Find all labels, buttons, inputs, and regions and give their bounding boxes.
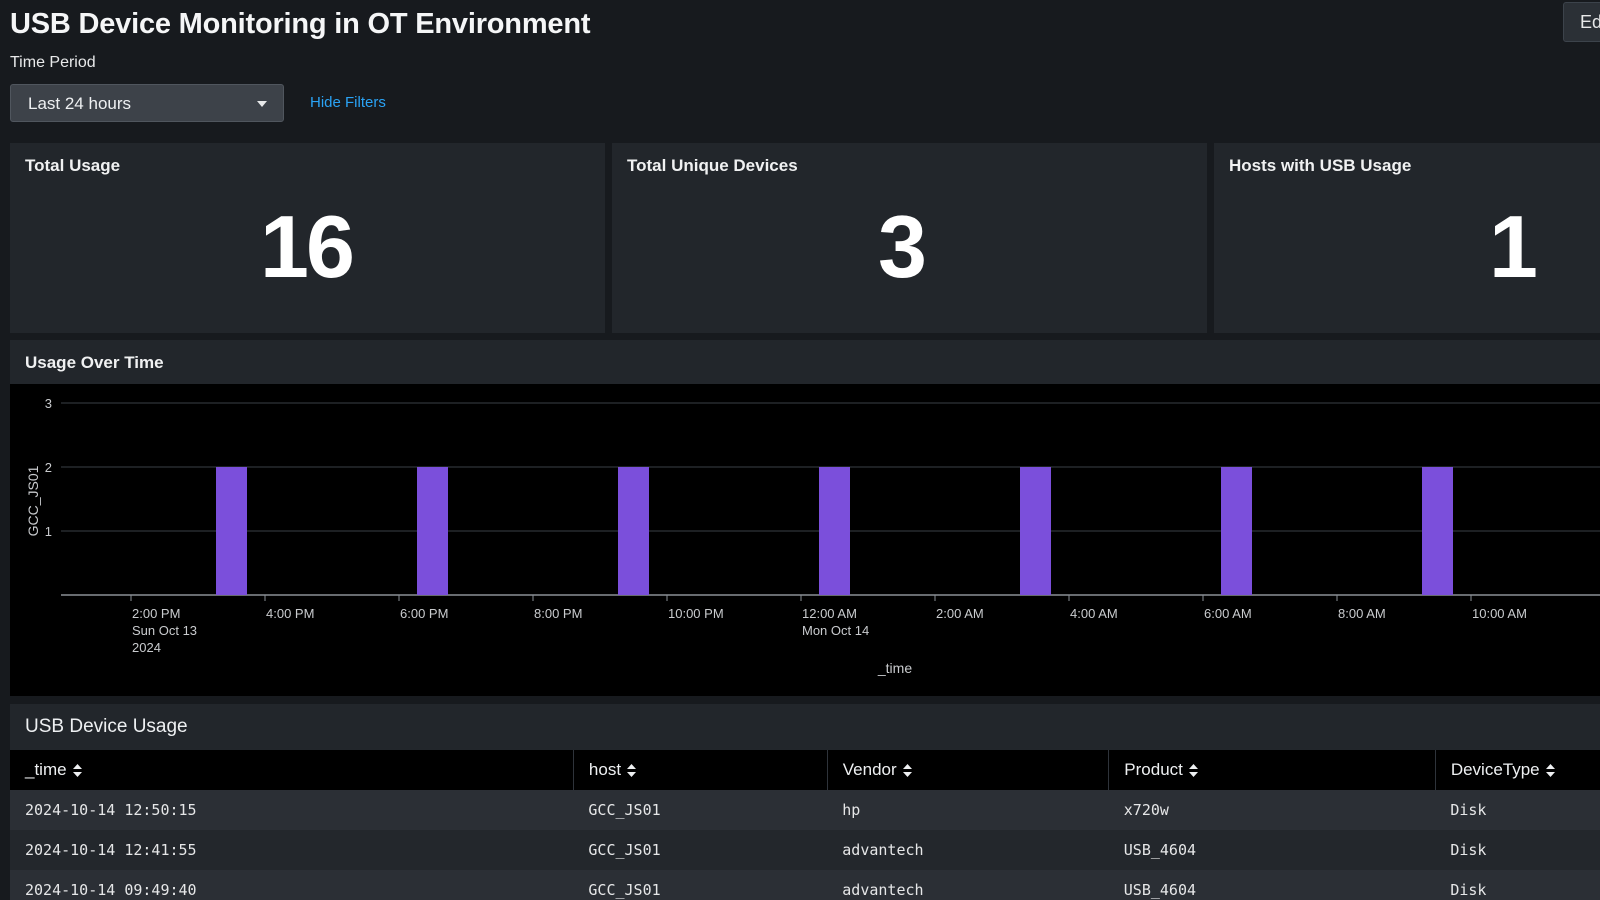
x-tick-label-line: 2:00 PM xyxy=(132,606,180,621)
table-row[interactable]: 2024-10-14 09:49:40 GCC_JS01 advantech U… xyxy=(10,870,1600,900)
caret-down-icon xyxy=(257,101,267,107)
x-tick-label: 6:00 PM xyxy=(400,606,448,621)
table-row[interactable]: 2024-10-14 12:50:15 GCC_JS01 hp x720w Di… xyxy=(10,790,1600,830)
column-header-product[interactable]: Product xyxy=(1108,750,1436,790)
column-header-host[interactable]: host xyxy=(573,750,828,790)
bar xyxy=(1221,467,1252,595)
x-tick-label: 2:00 PM Sun Oct 13 2024 xyxy=(132,606,197,655)
table-title: USB Device Usage xyxy=(25,716,188,737)
cell-time: 2024-10-14 12:50:15 xyxy=(10,790,574,830)
usb-device-usage-panel: USB Device Usage _time host Vendor Produ… xyxy=(10,704,1600,900)
column-label: DeviceType xyxy=(1450,760,1540,779)
edit-button[interactable]: Ed xyxy=(1563,2,1600,42)
column-label: _time xyxy=(25,760,67,779)
cell-host: GCC_JS01 xyxy=(573,790,828,830)
x-tick-label-line: 8:00 PM xyxy=(534,606,582,621)
sort-icon xyxy=(1188,764,1198,778)
bar xyxy=(1020,467,1051,595)
x-tick-label-line: 10:00 AM xyxy=(1472,606,1527,621)
x-tick-label-line: 4:00 PM xyxy=(266,606,314,621)
table-row[interactable]: 2024-10-14 12:41:55 GCC_JS01 advantech U… xyxy=(10,830,1600,870)
bar xyxy=(417,467,448,595)
bar xyxy=(819,467,850,595)
cell-time: 2024-10-14 09:49:40 xyxy=(10,870,574,900)
stat-title: Hosts with USB Usage xyxy=(1229,156,1412,175)
hide-filters-link[interactable]: Hide Filters xyxy=(310,94,386,111)
x-tick-label-line: 6:00 AM xyxy=(1204,606,1252,621)
x-tick-label-line: 12:00 AM xyxy=(802,606,857,621)
stat-value: 16 xyxy=(260,197,355,296)
stat-value: 1 xyxy=(1489,197,1538,296)
x-tick-label-line: 2:00 AM xyxy=(936,606,984,621)
sort-icon xyxy=(902,764,912,778)
stat-panel-unique-devices: Total Unique Devices 3 xyxy=(612,143,1207,333)
column-label: Vendor xyxy=(842,760,897,779)
stat-panel-total-usage: Total Usage 16 xyxy=(10,143,605,333)
x-tick-label: 6:00 AM xyxy=(1204,606,1252,621)
chart-title: Usage Over Time xyxy=(25,353,164,372)
column-header-time[interactable]: _time xyxy=(10,750,574,790)
stat-panel-hosts-usb: Hosts with USB Usage 1 xyxy=(1214,143,1600,333)
bar xyxy=(216,467,247,595)
usb-usage-table: _time host Vendor Product DeviceType 202… xyxy=(10,750,1600,900)
cell-product: USB_4604 xyxy=(1108,830,1436,870)
x-tick-label-line: 6:00 PM xyxy=(400,606,448,621)
cell-vendor: advantech xyxy=(827,870,1109,900)
x-tick-label-line: 2024 xyxy=(132,640,161,655)
cell-host: GCC_JS01 xyxy=(573,830,828,870)
x-tick-label: 10:00 PM xyxy=(668,606,724,621)
cell-vendor: advantech xyxy=(827,830,1109,870)
sort-icon xyxy=(72,764,82,778)
time-period-label: Time Period xyxy=(10,54,96,71)
cell-product: USB_4604 xyxy=(1108,870,1436,900)
stat-value: 3 xyxy=(878,197,927,296)
x-tick-label: 8:00 PM xyxy=(534,606,582,621)
column-header-devicetype[interactable]: DeviceType xyxy=(1435,750,1600,790)
stat-title: Total Usage xyxy=(25,156,121,175)
usage-chart: 1 2 3 2:00 PM Sun Oct 13 2024 4:00 PM 6:00 PM 8:… xyxy=(10,384,1600,696)
bar xyxy=(1422,467,1453,595)
page-title: USB Device Monitoring in OT Environment xyxy=(10,8,591,40)
cell-devicetype: Disk xyxy=(1435,870,1600,900)
x-tick-label-line: 10:00 PM xyxy=(668,606,724,621)
bar xyxy=(618,467,649,595)
x-tick-label: 4:00 AM xyxy=(1070,606,1118,621)
x-tick-label: 12:00 AM Mon Oct 14 xyxy=(802,606,869,638)
column-header-vendor[interactable]: Vendor xyxy=(827,750,1110,790)
x-tick-label-line: 8:00 AM xyxy=(1338,606,1386,621)
sort-icon xyxy=(1545,764,1555,778)
x-tick-label: 8:00 AM xyxy=(1338,606,1386,621)
y-axis-title: GCC_JS01 xyxy=(25,465,41,536)
usage-chart-svg: 1 2 3 2:00 PM Sun Oct 13 2024 4:00 PM 6:00 PM 8:… xyxy=(25,396,1600,676)
x-tick-label: 2:00 AM xyxy=(936,606,984,621)
y-tick-label: 1 xyxy=(45,524,52,539)
x-axis-title: _time xyxy=(877,660,912,676)
x-tick-label: 10:00 AM xyxy=(1472,606,1527,621)
cell-time: 2024-10-14 12:41:55 xyxy=(10,830,574,870)
stat-title: Total Unique Devices xyxy=(627,156,798,175)
x-tick-label-line: Sun Oct 13 xyxy=(132,623,197,638)
cell-devicetype: Disk xyxy=(1435,790,1600,830)
x-tick-label-line: 4:00 AM xyxy=(1070,606,1118,621)
column-label: host xyxy=(588,760,622,779)
column-label: Product xyxy=(1124,760,1183,779)
cell-vendor: hp xyxy=(827,790,1109,830)
cell-host: GCC_JS01 xyxy=(573,870,828,900)
time-period-dropdown[interactable]: Last 24 hours xyxy=(10,84,284,122)
y-tick-label: 2 xyxy=(45,460,52,475)
x-tick-label: 4:00 PM xyxy=(266,606,314,621)
cell-devicetype: Disk xyxy=(1435,830,1600,870)
time-period-value: Last 24 hours xyxy=(28,94,132,113)
x-tick-label-line: Mon Oct 14 xyxy=(802,623,869,638)
y-tick-label: 3 xyxy=(45,396,52,411)
sort-icon xyxy=(627,764,637,778)
cell-product: x720w xyxy=(1108,790,1436,830)
